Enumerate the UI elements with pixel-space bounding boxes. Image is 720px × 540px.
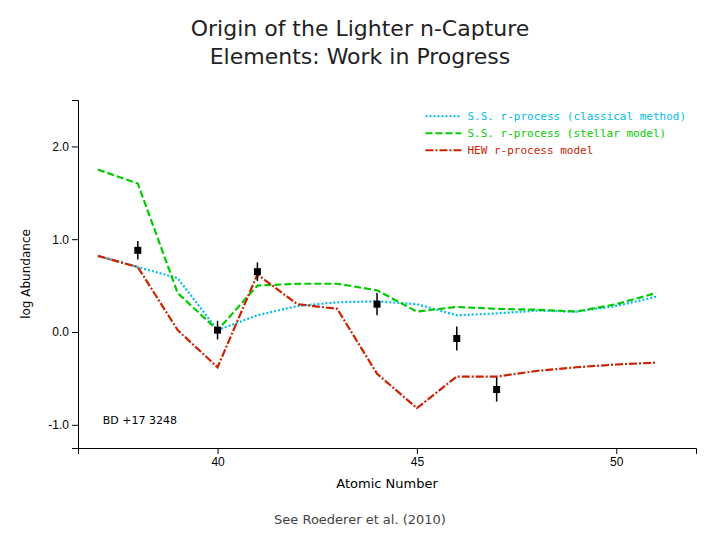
- chart: Origin of the Lighter n-CaptureElements:…: [0, 0, 720, 540]
- legend-label: S.S. r-process (classical method): [467, 110, 686, 123]
- point: [374, 301, 381, 308]
- legend-swatch: [425, 132, 461, 134]
- y-tick-mark: [72, 332, 78, 333]
- legend-swatch: [425, 149, 461, 151]
- point: [254, 268, 261, 275]
- legend-swatch: [425, 115, 461, 117]
- x-tick-label: 50: [610, 455, 624, 469]
- series-line: [98, 256, 656, 408]
- x-tick-label: 45: [411, 455, 425, 469]
- y-axis-title: log Abundance: [19, 229, 33, 319]
- x-tick-label: 40: [211, 455, 225, 469]
- x-tick-mark: [218, 448, 219, 454]
- x-tick-mark: [417, 448, 418, 454]
- y-tick-label: -1.0: [48, 418, 69, 432]
- y-tick: 2.0: [52, 140, 78, 154]
- y-tick: 1.0: [52, 233, 78, 247]
- legend-item: HEW r-process model: [425, 144, 593, 157]
- x-tick: 45: [411, 448, 425, 469]
- y-tick-mark: [72, 239, 78, 240]
- marks: [98, 170, 656, 408]
- legend-label: HEW r-process model: [467, 144, 593, 157]
- title: Origin of the Lighter n-CaptureElements:…: [191, 16, 530, 69]
- y-tick-label: 1.0: [52, 233, 69, 247]
- x-axis-title: Atomic Number: [336, 476, 438, 491]
- x-tick: 50: [610, 448, 624, 469]
- series-line: [98, 170, 656, 331]
- legend-label: S.S. r-process (stellar model): [467, 127, 666, 140]
- y-tick-mark: [72, 146, 78, 147]
- point: [453, 335, 460, 342]
- x-axis: 40 45 50: [79, 448, 697, 469]
- legend-item: S.S. r-process (stellar model): [425, 127, 666, 140]
- x-axis-line: [79, 449, 697, 455]
- x-tick-mark: [616, 448, 617, 454]
- y-tick-mark: [72, 425, 78, 426]
- legend: S.S. r-process (classical method) S.S. r-…: [425, 110, 686, 157]
- annotation: BD +17 3248: [103, 414, 177, 427]
- y-tick: 0.0: [52, 325, 78, 339]
- x-tick: 40: [211, 448, 225, 469]
- point: [134, 247, 141, 254]
- plot: 40 45 50 -1.0 0.0 1.0 2.0 Atomic Number log Abun…: [19, 101, 697, 492]
- observed-points: [134, 241, 500, 402]
- subtitle: See Roederer et al. (2010): [274, 512, 446, 527]
- point: [214, 327, 221, 334]
- y-axis-line: [72, 101, 79, 449]
- y-tick: -1.0: [48, 418, 78, 432]
- y-tick-label: 0.0: [52, 325, 69, 339]
- y-axis: -1.0 0.0 1.0 2.0: [48, 101, 78, 449]
- point: [493, 386, 500, 393]
- y-tick-label: 2.0: [52, 140, 69, 154]
- legend-item: S.S. r-process (classical method): [425, 110, 686, 123]
- series-line: [98, 256, 656, 330]
